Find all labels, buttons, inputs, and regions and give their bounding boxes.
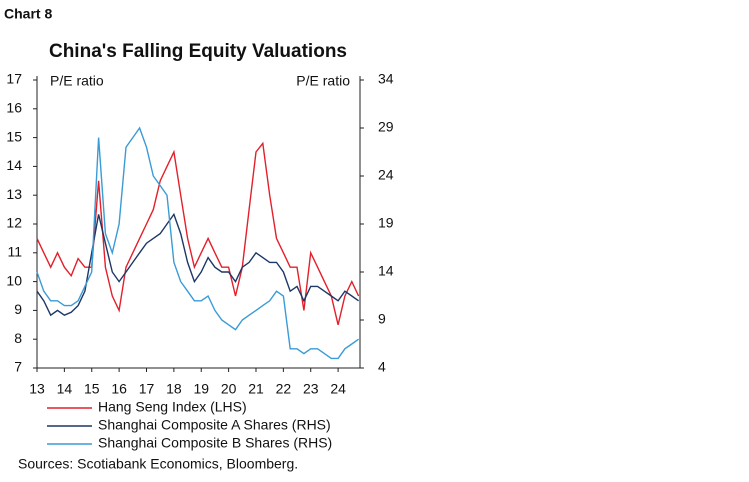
y-tick-label: 9 [14, 301, 22, 317]
y-tick-label: 8 [14, 330, 22, 346]
chart-label: Chart 8 [4, 6, 52, 22]
y2-axis-label: P/E ratio [296, 73, 350, 89]
series-line [36, 126, 360, 360]
y2-tick-label: 34 [378, 71, 394, 87]
y2-tick-label: 14 [378, 263, 394, 279]
x-tick-label: 15 [84, 381, 100, 397]
x-tick-label: 16 [111, 381, 127, 397]
y2-tick-label: 24 [378, 167, 394, 183]
y-tick-label: 14 [6, 157, 22, 173]
x-tick-label: 18 [166, 381, 182, 397]
x-tick-label: 14 [57, 381, 73, 397]
y-tick-label: 12 [6, 215, 22, 231]
source: Sources: Scotiabank Economics, Bloomberg… [18, 456, 298, 472]
y-axis-label: P/E ratio [50, 73, 104, 89]
x-tick-label: 17 [139, 381, 155, 397]
series-line [36, 141, 360, 325]
y-tick-label: 15 [6, 128, 22, 144]
series-line [36, 212, 360, 317]
x-tick-label: 13 [29, 381, 45, 397]
y2-tick-label: 19 [378, 215, 394, 231]
y-tick-label: 13 [6, 186, 22, 202]
y2-tick-label: 29 [378, 119, 394, 135]
legend-label: Shanghai Composite A Shares (RHS) [98, 417, 331, 433]
x-tick-label: 21 [248, 381, 264, 397]
legend-label: Shanghai Composite B Shares (RHS) [98, 435, 332, 451]
y2-tick-label: 4 [378, 359, 386, 375]
chart-title: China's Falling Equity Valuations [49, 41, 347, 62]
y-tick-label: 7 [14, 359, 22, 375]
y-tick-label: 10 [6, 272, 22, 288]
legend-label: Hang Seng Index (LHS) [98, 399, 247, 415]
y2-tick-label: 9 [378, 311, 386, 327]
x-tick-label: 19 [193, 381, 209, 397]
y-tick-label: 16 [6, 100, 22, 116]
y-tick-label: 17 [6, 71, 22, 87]
x-tick-label: 20 [221, 381, 237, 397]
x-tick-label: 22 [276, 381, 292, 397]
x-tick-label: 24 [330, 381, 346, 397]
y-tick-label: 11 [7, 244, 22, 260]
x-tick-label: 23 [303, 381, 319, 397]
